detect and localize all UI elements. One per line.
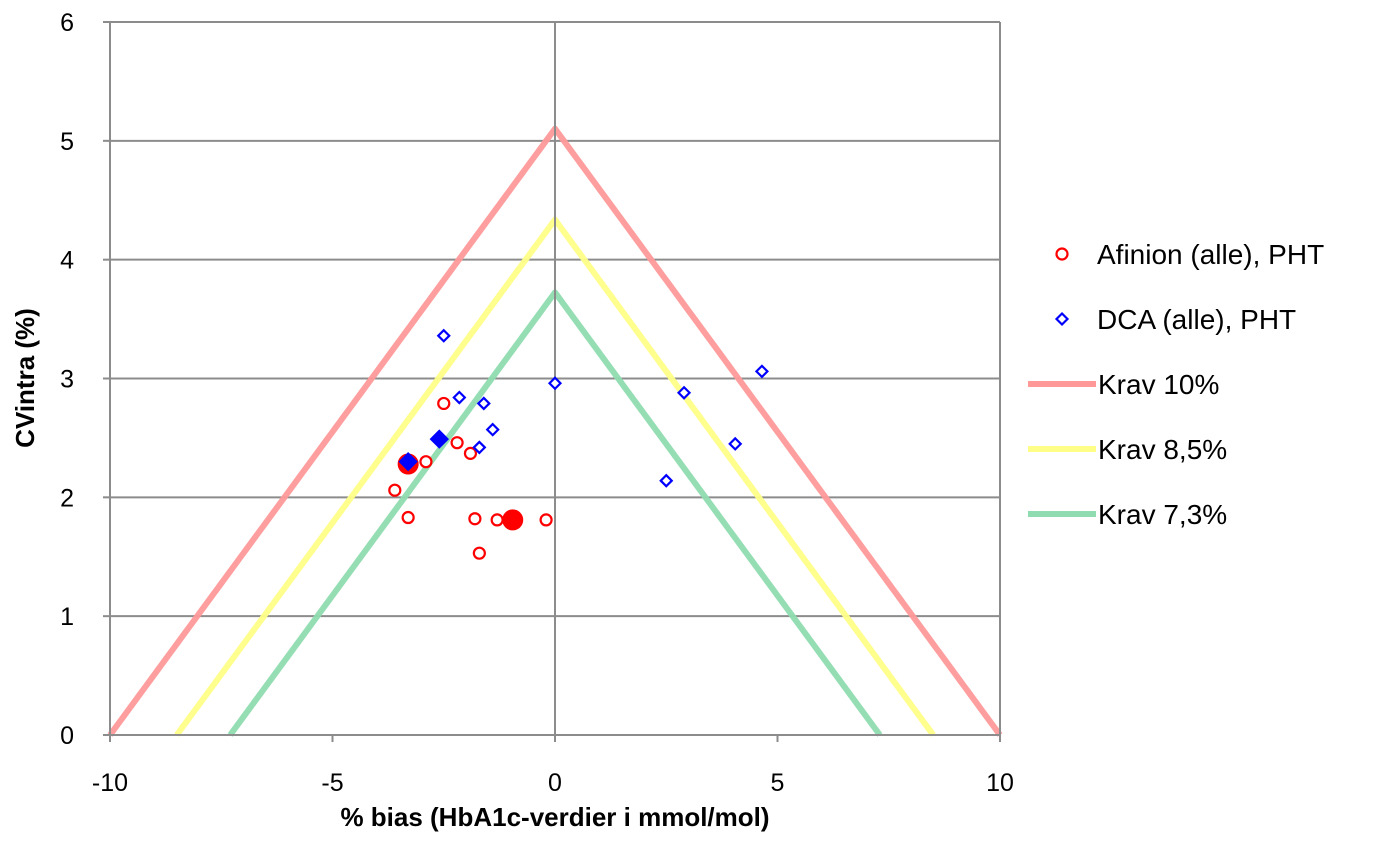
y-tick-label: 5 [60,128,74,156]
x-tick-label: 0 [548,769,562,797]
y-tick-label: 0 [60,722,74,750]
data-point [659,473,674,488]
data-point [472,546,486,560]
y-tick-label: 6 [60,9,74,37]
data-point [401,510,415,525]
data-point [676,385,692,400]
data-point [463,446,478,460]
data-point [398,451,418,472]
x-tick-label: 10 [986,769,1014,797]
data-point [388,483,402,497]
tick-labels: -10 -5 0 5 10 0 1 2 3 4 5 6 [60,9,1014,797]
data-point [468,512,482,526]
legend: Afinion (alle), PHT DCA (alle), PHT Krav 1… [1028,239,1324,530]
data-point [429,429,450,449]
y-tick-label: 4 [60,247,74,275]
legend-label: Krav 10% [1098,369,1219,400]
x-axis-title: % bias (HbA1c-verdier i mmol/mol) [340,802,769,832]
x-tick-label: 5 [771,769,785,797]
legend-marker [1054,311,1070,327]
data-point [728,436,743,451]
legend-marker [1055,247,1069,261]
x-tick-label: -5 [321,769,343,797]
x-tick-label: -10 [92,769,128,797]
y-axis-title: CVintra (%) [10,308,40,448]
legend-label: Krav 7,3% [1098,499,1227,530]
legend-label: Krav 8,5% [1098,434,1227,465]
data-point [547,376,563,391]
data-point [472,440,487,455]
data-point [437,396,451,411]
y-tick-label: 3 [60,366,74,394]
legend-label: DCA (alle), PHT [1097,304,1296,335]
data-points [388,328,769,560]
data-point [502,509,524,531]
data-point [476,396,491,411]
data-point [436,328,451,343]
legend-label: Afinion (alle), PHT [1097,239,1324,270]
data-point [452,390,467,405]
data-point [754,364,769,379]
data-point [419,455,433,469]
data-point [539,513,553,527]
y-tick-label: 2 [60,484,74,512]
data-point [450,436,464,450]
data-point [490,513,504,527]
data-point [485,422,500,437]
y-tick-label: 1 [60,603,74,631]
